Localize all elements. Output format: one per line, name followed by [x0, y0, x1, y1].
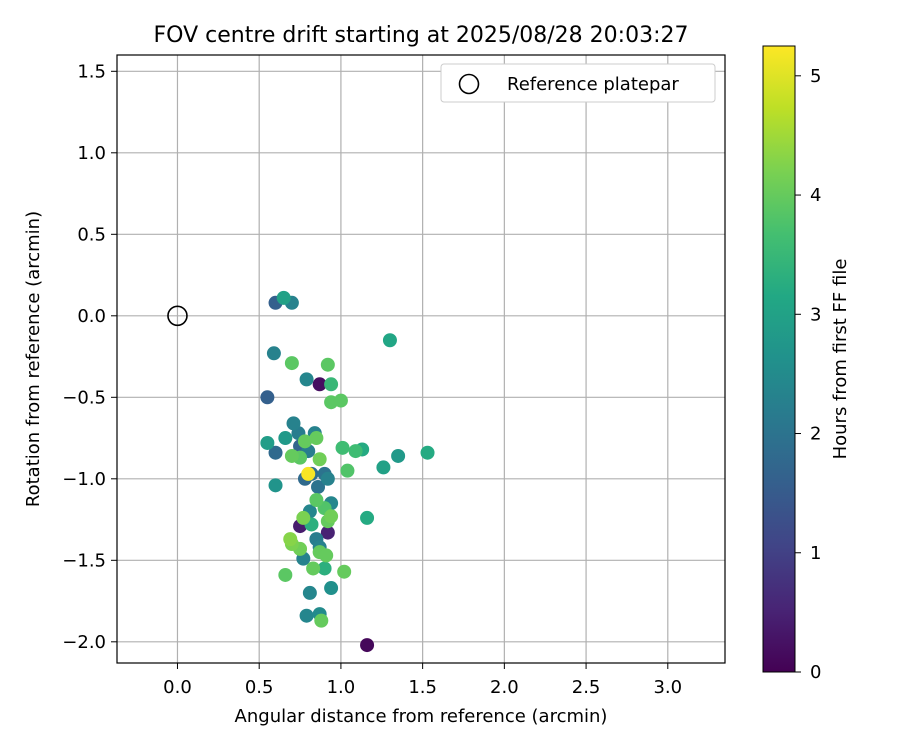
- scatter-point: [340, 463, 355, 478]
- y-tick-label: 1.0: [77, 143, 106, 164]
- scatter-point: [283, 532, 298, 547]
- y-tick-label: 0.0: [77, 306, 106, 327]
- x-tick-label: 0.0: [163, 677, 192, 698]
- colorbar-ticks: 0 1 2 3 4 5: [795, 66, 821, 683]
- reference-platepar-marker: [167, 305, 188, 327]
- legend-box: [440, 63, 716, 103]
- scatter-point: [266, 346, 281, 361]
- x-axis: 0.0 0.5 1.0 1.5 2.0 2.5 3.0: [163, 663, 682, 698]
- scatter-point: [317, 561, 332, 576]
- x-axis-label: Angular distance from reference (arcmin): [235, 706, 608, 727]
- scatter-point: [314, 613, 329, 628]
- scatter-point: [278, 567, 293, 582]
- scatter-point: [299, 608, 314, 623]
- scatter-point: [335, 440, 350, 455]
- scatter-point: [320, 525, 335, 540]
- scatter-point: [284, 356, 299, 371]
- scatter-point: [284, 448, 299, 463]
- scatter-point: [260, 435, 275, 450]
- scatter-point: [299, 372, 314, 387]
- scatter-point: [382, 333, 397, 348]
- y-tick-label: −1.5: [62, 550, 106, 571]
- y-tick-label: −2.0: [62, 632, 106, 653]
- scatter-point: [296, 510, 311, 525]
- grid: [117, 55, 725, 663]
- y-tick-label: 0.5: [77, 224, 106, 245]
- scatter-point: [324, 509, 339, 524]
- scatter-point: [297, 434, 312, 449]
- scatter-point: [309, 431, 324, 446]
- scatter-point: [360, 638, 375, 653]
- scatter-point: [306, 561, 321, 576]
- scatter-point: [312, 377, 327, 392]
- scatter-point: [324, 377, 339, 392]
- plot-frame: [116, 54, 726, 664]
- legend-marker-icon: [458, 73, 480, 95]
- colorbar-tick-label: 3: [810, 304, 821, 325]
- x-tick-label: 2.0: [490, 677, 519, 698]
- scatter-point: [360, 510, 375, 525]
- scatter-point: [420, 445, 435, 460]
- colorbar-tick-label: 2: [810, 424, 821, 445]
- scatter-point: [311, 479, 326, 494]
- x-tick-label: 1.5: [408, 677, 437, 698]
- scatter-point: [348, 444, 363, 459]
- colorbar-tick-label: 0: [810, 662, 821, 683]
- y-axis: 1.5 1.0 0.5 0.0 −0.5 −1.0 −1.5 −2.0: [62, 61, 117, 653]
- scatter-point: [268, 478, 283, 493]
- scatter-point: [324, 581, 339, 596]
- scatter-point: [268, 445, 283, 460]
- colorbar-label: Hours from first FF file: [830, 259, 851, 460]
- scatter-point: [376, 460, 391, 475]
- x-tick-label: 0.5: [245, 677, 274, 698]
- colorbar-tick-label: 1: [810, 543, 821, 564]
- scatter-point: [286, 416, 301, 431]
- scatter-point: [337, 564, 352, 579]
- legend: Reference platepar: [440, 63, 716, 103]
- scatter-point: [319, 548, 334, 563]
- x-tick-label: 3.0: [653, 677, 682, 698]
- scatter-point: [333, 393, 348, 408]
- legend-label: Reference platepar: [507, 74, 679, 95]
- x-tick-label: 1.0: [327, 677, 356, 698]
- scatter-point: [320, 357, 335, 372]
- y-tick-label: −1.0: [62, 469, 106, 490]
- colorbar-gradient: [762, 45, 796, 673]
- colorbar-tick-label: 5: [810, 66, 821, 87]
- scatter-point: [320, 471, 335, 486]
- scatter-point: [278, 431, 293, 446]
- scatter-point: [312, 452, 327, 467]
- scatter-point: [309, 492, 324, 507]
- scatter-point: [301, 466, 316, 481]
- y-axis-label: Rotation from reference (arcmin): [23, 211, 44, 507]
- scatter-point: [391, 448, 406, 463]
- colorbar: 0 1 2 3 4 5 Hours from first FF file: [762, 45, 851, 683]
- scatter-point: [276, 290, 291, 305]
- y-tick-label: −0.5: [62, 387, 106, 408]
- colorbar-tick-label: 4: [810, 185, 821, 206]
- x-tick-label: 2.5: [572, 677, 601, 698]
- scatter-point: [302, 585, 317, 600]
- scatter-point: [260, 390, 275, 405]
- y-tick-label: 1.5: [77, 61, 106, 82]
- points-layer: [260, 290, 435, 653]
- chart-title: FOV centre drift starting at 2025/08/28 …: [154, 23, 689, 48]
